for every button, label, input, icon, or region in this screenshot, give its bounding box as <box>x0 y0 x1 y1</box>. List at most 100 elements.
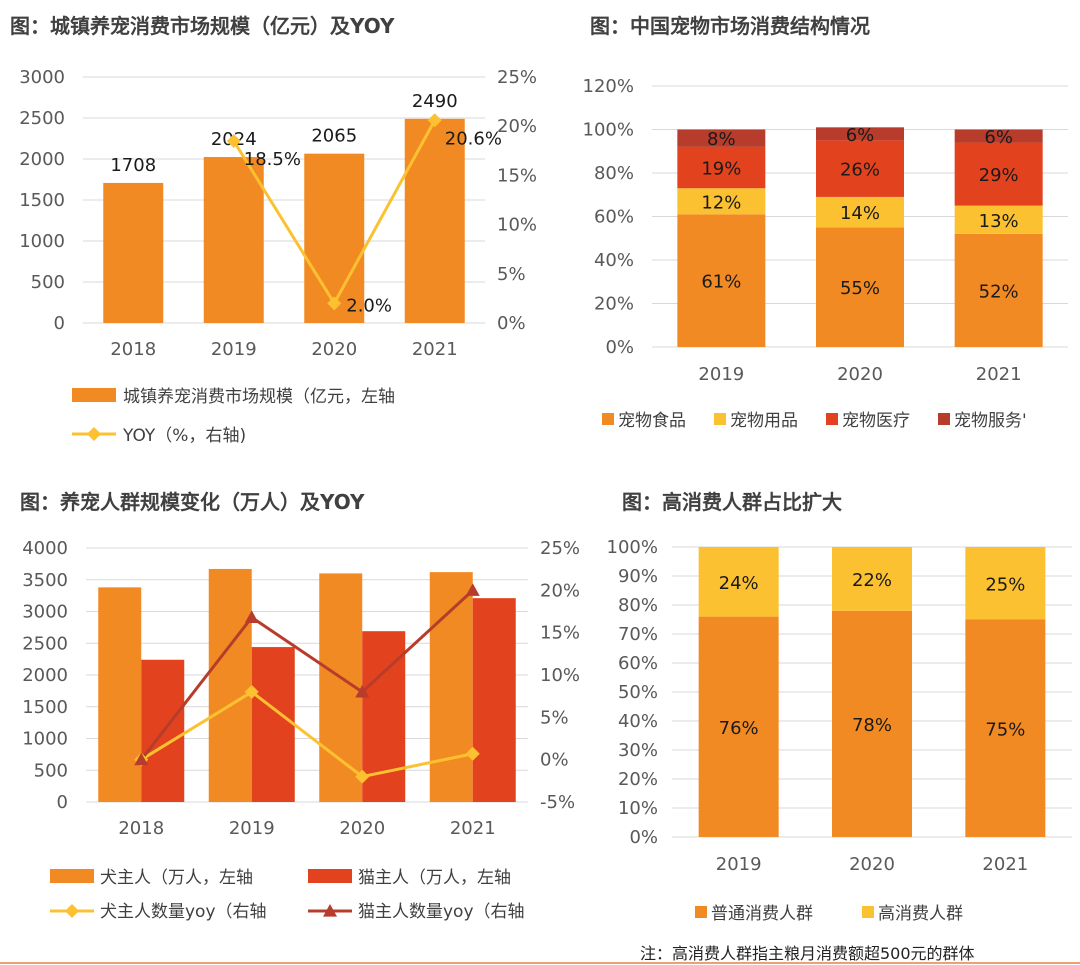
chart-owners: 0 500 1000 1500 2000 2500 3000 3500 4000 -5% 0% 5% 1… <box>22 538 580 922</box>
dog-yoy-point <box>355 769 370 784</box>
stack-segment <box>832 547 912 611</box>
cat-yoy-point <box>134 752 149 766</box>
bar-dog-owners <box>429 572 473 802</box>
footnote: 注：高消费人群指主粮月消费额超500元的群体 <box>640 944 975 963</box>
y-left-tick: 2000 <box>19 149 65 170</box>
yoy-point <box>327 296 342 311</box>
stack-segment <box>677 214 766 347</box>
yoy-value-label: 20.6% <box>445 128 502 149</box>
y-tick: 70% <box>618 624 658 645</box>
bar-value-label: 2490 <box>412 91 458 112</box>
x-tick-label: 2021 <box>976 364 1022 385</box>
x-tick-label: 2018 <box>110 339 156 360</box>
bar-cat-owners <box>472 598 516 802</box>
y-left-tick: 3000 <box>22 602 68 623</box>
chart-title-owners: 图：养宠人群规模变化（万人）及YOY <box>20 490 365 514</box>
y-tick: 0% <box>629 827 658 848</box>
legend-label: 普通消费人群 <box>711 904 813 924</box>
y-left-tick: 2500 <box>19 108 65 129</box>
segment-value-label: 75% <box>985 719 1025 740</box>
legend-label-cat: 猫主人（万人，左轴 <box>358 868 511 888</box>
x-tick-label: 2021 <box>982 854 1028 875</box>
chart-highspend: 0% 10% 20% 30% 40% 50% 60% 70% 80% 90% 100% 76% 24% 2… <box>607 537 1072 924</box>
stack-segment <box>816 227 904 347</box>
stack-segment <box>698 616 779 837</box>
y-right-tick: 15% <box>497 165 537 186</box>
stack-segment <box>954 129 1043 143</box>
x-tick-label: 2020 <box>339 818 385 839</box>
x-tick-label: 2018 <box>118 818 164 839</box>
bar-value-label: 2065 <box>311 126 357 147</box>
legend-swatch <box>695 906 707 918</box>
chart-title-highspend: 图：高消费人群占比扩大 <box>622 490 842 514</box>
y-tick: 80% <box>594 163 634 184</box>
y-tick: 60% <box>594 207 634 228</box>
legend-swatch-dog <box>50 869 94 883</box>
legend-label: 宠物医疗 <box>842 411 910 431</box>
yoy-value-label: 18.5% <box>244 149 301 170</box>
segment-value-label: 24% <box>719 573 759 594</box>
legend-swatch-cat <box>308 869 352 883</box>
y-left-tick: 3000 <box>19 67 65 88</box>
segment-value-label: 8% <box>707 129 736 150</box>
chart-structure: 0% 20% 40% 60% 80% 100% 120% 61% 12% 19% 8% 2019 55%… <box>583 76 1068 431</box>
segment-value-label: 29% <box>979 165 1019 186</box>
cat-yoy-point <box>355 684 370 698</box>
x-tick-label: 2021 <box>412 339 458 360</box>
legend-label: 高消费人群 <box>878 904 963 924</box>
stack-segment <box>832 610 912 837</box>
yoy-point <box>226 133 241 148</box>
segment-value-label: 52% <box>979 281 1019 302</box>
y-right-tick: 10% <box>497 215 537 236</box>
y-right-tick: 10% <box>540 665 580 686</box>
chart-title-structure: 图：中国宠物市场消费结构情况 <box>590 14 870 38</box>
bar-value-label: 1708 <box>110 155 156 176</box>
y-right-tick: 20% <box>540 580 580 601</box>
bottom-divider <box>0 962 1080 964</box>
stack-segment <box>954 142 1043 206</box>
legend-swatch <box>714 413 726 425</box>
stack-segment <box>677 146 766 189</box>
y-left-tick: 500 <box>31 272 65 293</box>
stack-segment <box>816 127 904 141</box>
y-right-tick: 0% <box>540 750 569 771</box>
y-tick: 50% <box>618 682 658 703</box>
y-left-tick: 4000 <box>22 538 68 559</box>
segment-value-label: 25% <box>985 574 1025 595</box>
cat-yoy-point <box>244 610 259 624</box>
legend-label-dog-yoy: 犬主人数量yoy（右轴 <box>100 902 267 922</box>
y-left-tick: 500 <box>34 760 68 781</box>
y-tick: 90% <box>618 566 658 587</box>
stack-segment <box>698 547 779 617</box>
y-tick: 30% <box>618 740 658 761</box>
y-left-tick: 2000 <box>22 665 68 686</box>
y-tick: 100% <box>607 537 658 558</box>
legend-label-dog: 犬主人（万人，左轴 <box>100 868 253 888</box>
y-left-tick: 2500 <box>22 633 68 654</box>
stack-segment <box>816 196 904 228</box>
x-tick-label: 2019 <box>229 818 275 839</box>
segment-value-label: 19% <box>701 159 741 180</box>
chart-market: 0 500 1000 1500 2000 2500 3000 0% 5% 10% 15% 20% 25%… <box>19 67 537 446</box>
segment-value-label: 6% <box>984 127 1013 148</box>
segment-value-label: 78% <box>852 715 892 736</box>
x-tick-label: 2020 <box>311 339 357 360</box>
y-tick: 60% <box>618 653 658 674</box>
y-left-tick: 0 <box>57 792 68 813</box>
bar-dog-owners <box>208 568 252 802</box>
stack-segment <box>677 129 766 147</box>
y-left-tick: 1500 <box>22 697 68 718</box>
stack-segment <box>816 140 904 197</box>
legend-label-cat-yoy: 猫主人数量yoy（右轴 <box>358 902 525 922</box>
bar-cat-owners <box>251 647 295 802</box>
legend-label: 宠物服务' <box>954 411 1027 431</box>
y-left-tick: 3500 <box>22 570 68 591</box>
y-right-tick: -5% <box>540 792 575 813</box>
legend-label: 宠物用品 <box>730 411 798 431</box>
segment-value-label: 26% <box>840 160 880 181</box>
x-tick-label: 2021 <box>450 818 496 839</box>
segment-value-label: 14% <box>840 203 880 224</box>
y-tick: 120% <box>583 76 634 97</box>
y-left-tick: 1000 <box>22 729 68 750</box>
y-left-tick: 1500 <box>19 190 65 211</box>
